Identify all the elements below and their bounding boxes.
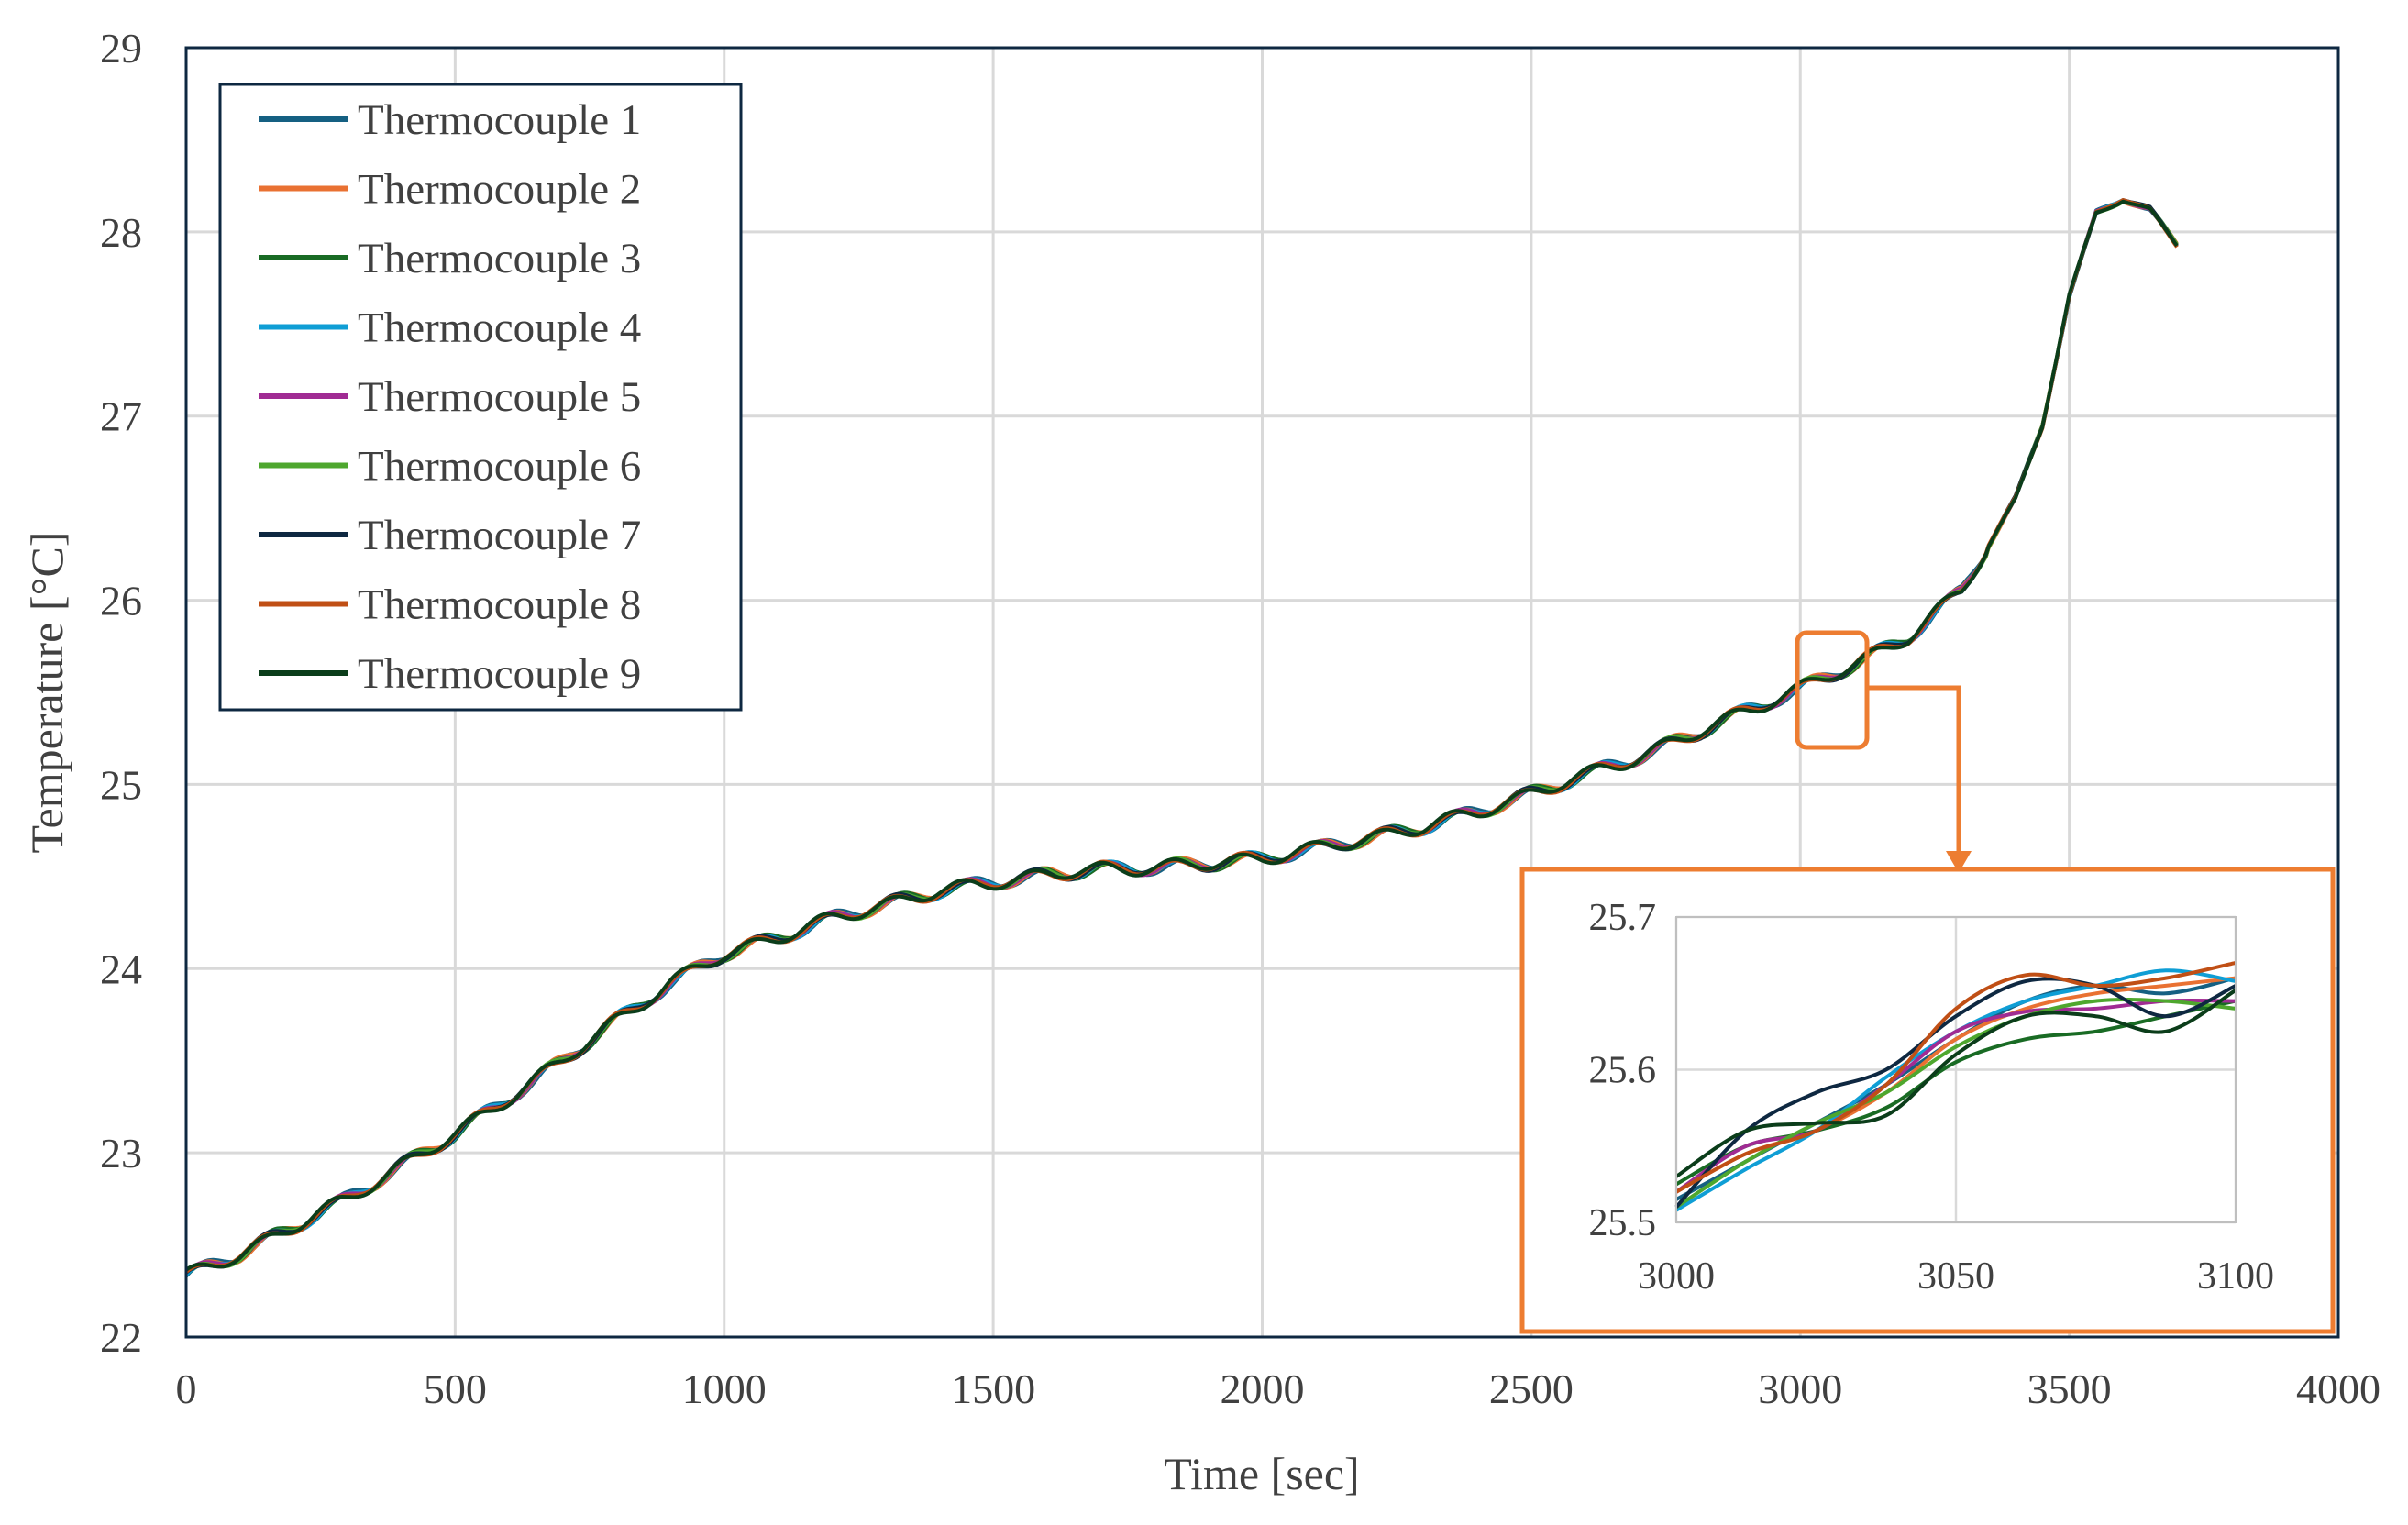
inset-x-tick-label: 3100 bbox=[2197, 1255, 2274, 1298]
legend-label-thermocouple-7: Thermocouple 7 bbox=[358, 512, 641, 559]
x-tick-label: 3000 bbox=[1758, 1365, 1842, 1412]
x-axis-label: Time [sec] bbox=[1164, 1448, 1359, 1499]
inset-x-tick-labels: 3000 3050 3100 bbox=[1638, 1255, 2274, 1298]
inset-chart: 3000 3050 3100 25.5 25.6 25.7 bbox=[1519, 867, 2336, 1334]
inset-series-line-thermocouple-9 bbox=[1674, 989, 2237, 1178]
x-tick-label: 0 bbox=[176, 1365, 197, 1412]
y-tick-label: 25 bbox=[100, 761, 142, 808]
inset-y-tick-label: 25.7 bbox=[1589, 897, 1657, 939]
inset-y-tick-label: 25.6 bbox=[1589, 1050, 1657, 1092]
y-tick-label: 28 bbox=[100, 209, 142, 256]
x-tick-label: 4000 bbox=[2296, 1365, 2380, 1412]
y-tick-label: 22 bbox=[100, 1314, 142, 1361]
plot-frame bbox=[184, 46, 2340, 1339]
legend-label-thermocouple-8: Thermocouple 8 bbox=[358, 581, 641, 629]
legend-label-thermocouple-2: Thermocouple 2 bbox=[358, 166, 641, 214]
y-tick-label: 24 bbox=[100, 945, 142, 992]
x-tick-label: 1500 bbox=[951, 1365, 1035, 1412]
y-tick-labels: 22 23 24 25 26 27 28 29 bbox=[100, 25, 142, 1361]
inset-series-line-thermocouple-7 bbox=[1674, 977, 2237, 1209]
x-tick-label: 500 bbox=[424, 1365, 487, 1412]
inset-y-tick-label: 25.5 bbox=[1589, 1202, 1657, 1244]
main-series-group bbox=[184, 198, 2179, 1278]
inset-series-group bbox=[1674, 960, 2237, 1212]
y-tick-label: 29 bbox=[100, 25, 142, 72]
series-line-thermocouple-9 bbox=[184, 199, 2179, 1272]
y-tick-label: 26 bbox=[100, 578, 142, 624]
legend-label-thermocouple-6: Thermocouple 6 bbox=[358, 443, 641, 491]
legend-items: Thermocouple 1 Thermocouple 2 Thermocouple… bbox=[259, 96, 641, 698]
x-tick-label: 3500 bbox=[2027, 1365, 2112, 1412]
zoom-region-marker bbox=[1795, 630, 1870, 750]
legend-label-thermocouple-5: Thermocouple 5 bbox=[358, 373, 641, 421]
zoom-connector-arrowhead bbox=[1946, 851, 1972, 873]
legend-label-thermocouple-4: Thermocouple 4 bbox=[358, 304, 641, 352]
inset-y-tick-labels: 25.5 25.6 25.7 bbox=[1589, 897, 1657, 1244]
zoom-connector-line bbox=[1867, 685, 1961, 853]
inset-x-tick-label: 3000 bbox=[1638, 1255, 1715, 1298]
inset-plot-frame bbox=[1675, 916, 2237, 1223]
x-tick-labels: 0 500 1000 1500 2000 2500 3000 3500 4000 bbox=[176, 1365, 2381, 1412]
y-tick-label: 27 bbox=[100, 393, 142, 440]
legend: Thermocouple 1 Thermocouple 2 Thermocouple… bbox=[218, 83, 743, 712]
inset-series-line-thermocouple-6 bbox=[1674, 997, 2237, 1209]
inset-series-line-thermocouple-8 bbox=[1675, 960, 2237, 1194]
legend-label-thermocouple-9: Thermocouple 9 bbox=[358, 650, 641, 698]
legend-label-thermocouple-3: Thermocouple 3 bbox=[358, 235, 641, 282]
zoom-callout bbox=[1795, 630, 1972, 873]
inset-series-line-thermocouple-5 bbox=[1674, 998, 2237, 1194]
inset-x-tick-label: 3050 bbox=[1917, 1255, 1994, 1298]
x-tick-label: 2500 bbox=[1489, 1365, 1574, 1412]
x-tick-label: 2000 bbox=[1221, 1365, 1305, 1412]
x-tick-label: 1000 bbox=[682, 1365, 767, 1412]
legend-label-thermocouple-1: Thermocouple 1 bbox=[358, 96, 641, 144]
y-tick-label: 23 bbox=[100, 1130, 142, 1177]
y-axis-label: Temperature [°C] bbox=[21, 531, 72, 853]
inset-frame bbox=[1519, 867, 2336, 1334]
